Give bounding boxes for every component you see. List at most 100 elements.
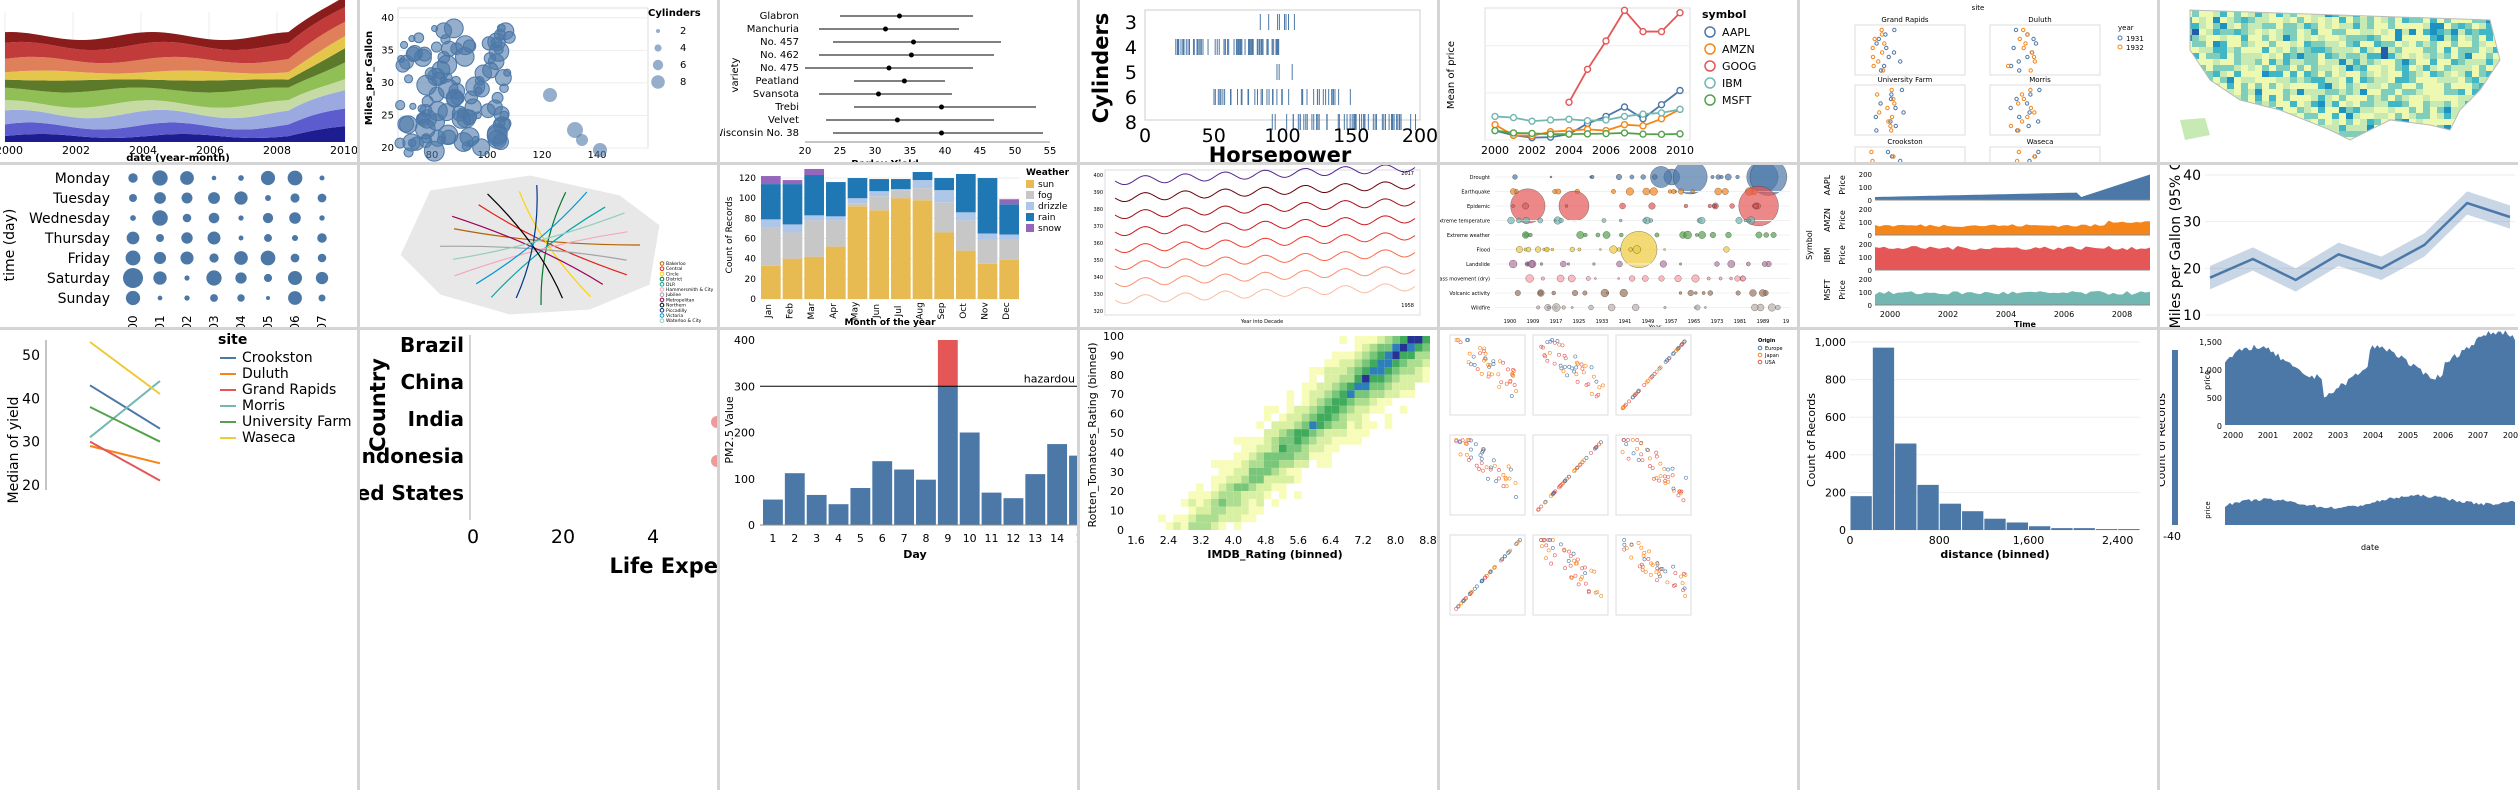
county-cell [2360,77,2367,83]
county-cell [2472,41,2479,47]
bar-segment [782,180,803,185]
disaster-bubble [1560,260,1567,268]
county-cell [2318,101,2325,107]
data-point [1626,456,1631,461]
county-cell [2409,113,2416,119]
county-cell [2472,137,2479,140]
county-cell [2241,71,2248,77]
county-cell [2395,77,2402,83]
data-point [208,192,220,204]
county-cell [2479,59,2486,65]
county-cell [2297,23,2304,29]
county-cell [2220,131,2227,137]
data-point [1680,581,1685,586]
county-cell [2318,17,2325,23]
matrix-cell [1615,434,1692,516]
county-cell [2227,41,2234,47]
county-cell [2479,29,2486,35]
x-axis-title: Day [903,548,926,561]
heat-cell [1279,491,1287,499]
county-cell [2388,113,2395,119]
county-cell [2192,143,2199,149]
data-point [238,175,244,181]
county-cell [2388,125,2395,131]
county-cell [2276,23,2283,29]
county-cell [2339,41,2346,47]
dot [1891,50,1897,55]
county-cell [2381,95,2388,101]
county-cell [2297,59,2304,65]
county-cell [2381,113,2388,119]
data-point [1548,538,1553,542]
data-point [1478,351,1482,356]
disaster-bubble [1683,230,1692,240]
county-cell [2479,119,2486,125]
data-point [1508,467,1513,472]
facet-frame [1854,24,1966,76]
heat-cell [1331,398,1340,406]
county-cell [2409,125,2416,131]
county-cell [2493,17,2500,23]
county-cell [2241,41,2248,47]
data-point [1487,363,1492,368]
county-cell [2416,47,2423,53]
heat-cell [1339,413,1347,422]
county-cell [2206,59,2213,65]
county-cell [2444,137,2451,140]
county-cell [2269,47,2276,53]
dot [1885,149,1891,155]
heat-cell [1195,514,1204,523]
county-cell [2479,131,2486,137]
x-tick-label: 8 [922,532,929,545]
county-cell [2430,59,2437,65]
data-point [265,295,271,301]
legend-symbol [651,75,665,89]
county-cell [2269,53,2276,59]
county-cell [2199,107,2206,113]
county-cell [2269,125,2276,131]
x-tick-label: 50 [1009,146,1022,157]
county-cell [2374,65,2381,71]
county-cell [2297,41,2304,47]
county-cell [2227,35,2234,41]
disaster-bubble [1698,217,1706,224]
county-cell [2227,65,2234,71]
county-cell [2346,53,2353,59]
data-point [1558,363,1563,368]
disaster-bubble [1629,275,1636,282]
legend-symbol [656,29,660,33]
county-cell [2206,41,2213,47]
y-tick-label: 0 [1117,524,1124,537]
legend-symbol [654,44,662,52]
bar [959,432,980,525]
data-point [1569,575,1573,580]
heat-cell [1309,382,1317,391]
heat-cell [1346,374,1355,383]
county-cell [2290,41,2297,47]
county-cell [2465,17,2472,23]
heat-cell [1316,405,1325,414]
county-cell [2318,47,2325,53]
heat-cell [1286,444,1295,453]
x-tick-label: 19 [1783,319,1789,325]
county-cell [2248,17,2255,23]
series-line [1568,8,1681,103]
county-cell [2381,89,2388,95]
data-point [1652,371,1657,376]
county-cell [2325,95,2332,101]
legend-label: 8 [680,77,686,88]
x-tick-label: 02 [180,315,194,327]
heat-cell [1286,405,1295,414]
county-cell [2416,35,2423,41]
county-cell [2227,29,2234,35]
county-cell [2500,23,2507,29]
series-point [1620,129,1629,137]
data-point [1545,358,1550,363]
disaster-bubble [1648,202,1656,210]
county-cell [2304,29,2311,35]
x-tick-label: 1957 [1665,319,1678,325]
county-cell [2325,77,2332,83]
county-cell [2318,119,2325,125]
data-point [1682,571,1686,576]
heat-cell [1271,452,1279,461]
